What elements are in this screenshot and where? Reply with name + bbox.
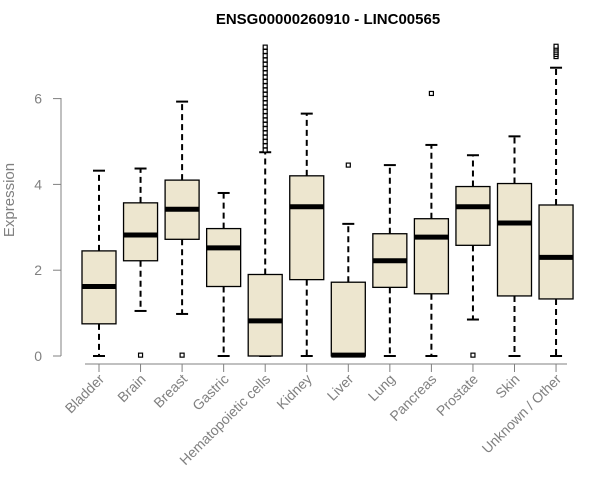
- outlier-point: [262, 70, 268, 76]
- box-group: [372, 164, 408, 357]
- outlier-point: [262, 104, 268, 110]
- outlier-point: [262, 57, 268, 63]
- outlier-point: [553, 43, 559, 49]
- x-tick-label: Bladder: [62, 371, 108, 417]
- outlier-point: [262, 117, 268, 123]
- outlier-point: [262, 113, 268, 119]
- outlier-point: [262, 44, 268, 50]
- box: [538, 204, 574, 300]
- outlier-point: [262, 143, 268, 149]
- y-tick-label: 0: [34, 348, 42, 364]
- outlier-point: [345, 162, 351, 168]
- x-tick-label: Kidney: [273, 371, 315, 413]
- outlier-point: [137, 352, 144, 358]
- box-group: [496, 135, 533, 357]
- outlier-point: [262, 95, 268, 102]
- outlier-point: [262, 108, 268, 115]
- outlier-point: [262, 126, 268, 132]
- outlier-point: [262, 65, 268, 72]
- outlier-point: [262, 83, 268, 89]
- outlier-point: [262, 53, 268, 59]
- outlier-point: [179, 352, 185, 358]
- x-tick-label: Breast: [150, 371, 190, 411]
- x-tick-label: Prostate: [433, 371, 481, 419]
- box-group: [205, 191, 242, 357]
- y-tick-label: 2: [34, 262, 42, 278]
- outlier-point: [262, 100, 268, 106]
- y-axis-label: Expression: [1, 163, 18, 237]
- y-ticks: 0 2 4 6: [34, 91, 61, 364]
- box-group: [289, 112, 325, 357]
- chart-title: ENSG00000260910 - LINC00565: [216, 11, 440, 28]
- outlier-point: [470, 352, 476, 358]
- outlier-point: [262, 138, 268, 145]
- box-group: [247, 44, 283, 357]
- box-group: [455, 154, 491, 358]
- box-group: [413, 90, 450, 357]
- x-tick-label: Unknown / Other: [479, 371, 565, 457]
- outlier-point: [262, 130, 268, 136]
- box: [330, 281, 366, 357]
- outlier-point: [428, 90, 434, 97]
- box-group: [164, 100, 200, 358]
- box: [413, 218, 450, 295]
- box-group: [122, 167, 159, 358]
- box-group: [330, 162, 366, 358]
- boxes: [81, 43, 574, 358]
- box: [289, 175, 325, 281]
- box: [122, 202, 159, 262]
- outlier-point: [262, 147, 268, 153]
- outlier-point: [262, 61, 268, 67]
- outlier-point: [262, 48, 268, 55]
- outlier-point: [262, 78, 268, 85]
- y-tick-label: 4: [34, 176, 42, 192]
- x-tick-label: Brain: [114, 371, 148, 405]
- box: [455, 185, 491, 246]
- x-tick-label: Skin: [492, 371, 523, 402]
- outlier-point: [262, 134, 268, 140]
- box-group: [81, 169, 117, 357]
- outlier-point: [262, 121, 268, 127]
- y-tick-label: 6: [34, 91, 42, 107]
- outlier-point: [262, 74, 268, 80]
- x-tick-label: Liver: [324, 371, 357, 404]
- box: [247, 273, 283, 357]
- box: [496, 182, 533, 297]
- box: [205, 227, 242, 288]
- outlier-point: [262, 87, 268, 93]
- outlier-point: [262, 91, 268, 97]
- x-tick-label: Lung: [365, 371, 398, 404]
- box-group: [538, 43, 574, 357]
